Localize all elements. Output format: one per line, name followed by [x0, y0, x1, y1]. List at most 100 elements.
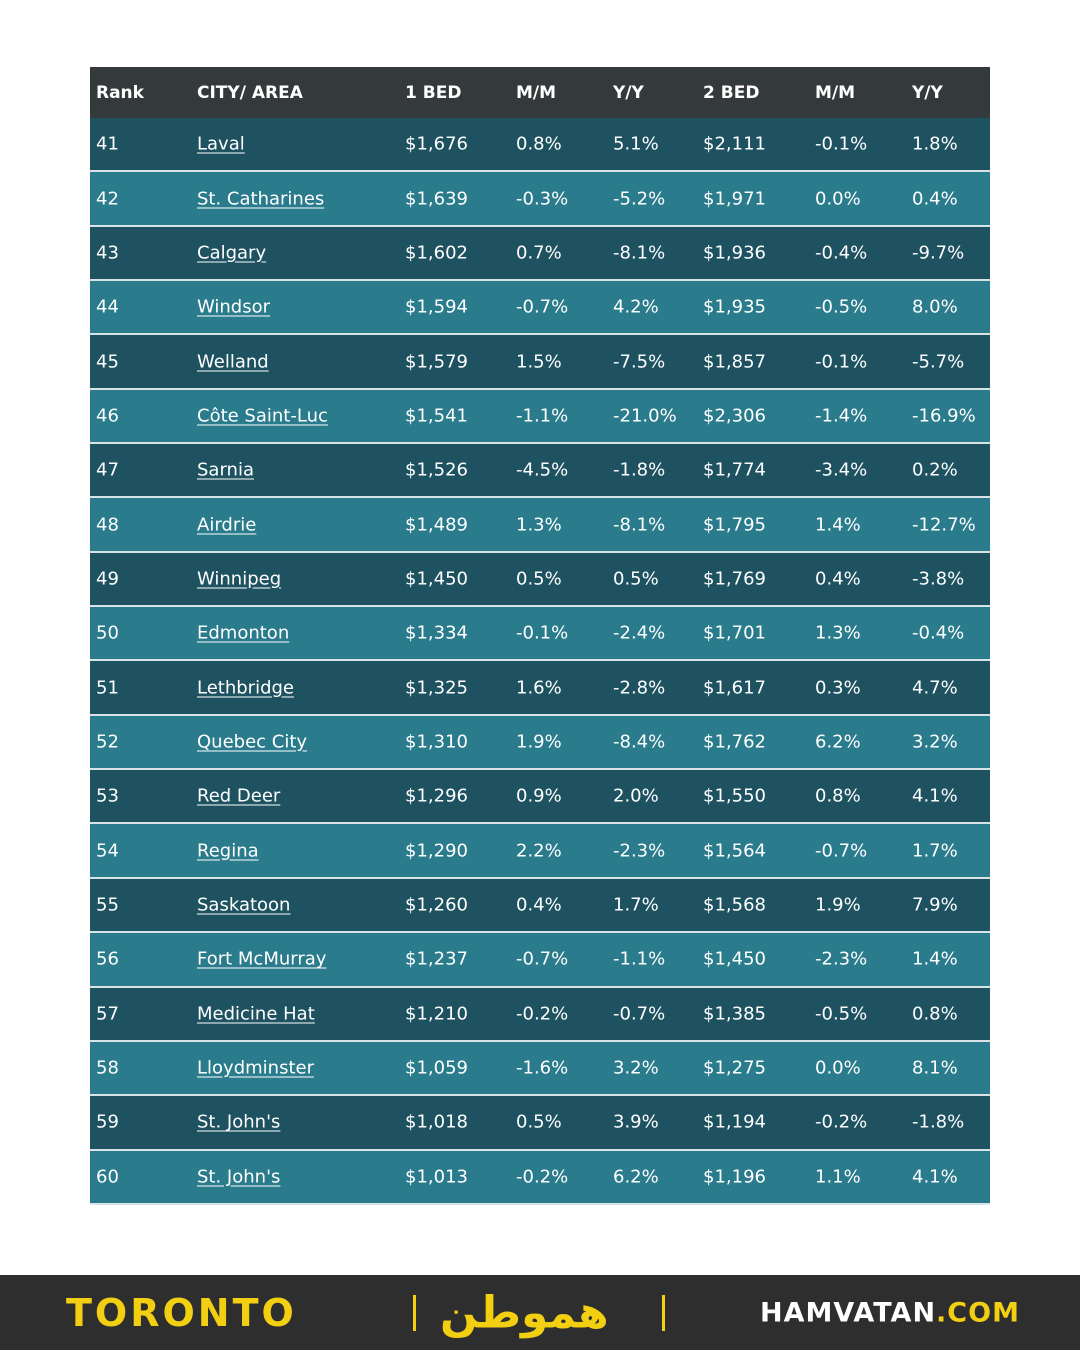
city-link[interactable]: Edmonton [197, 622, 290, 644]
city-link[interactable]: St. John's [197, 1166, 281, 1188]
city-link[interactable]: Fort McMurray [197, 948, 327, 970]
table-cell: 1.9% [815, 894, 861, 916]
table-cell: 3.2% [613, 1057, 659, 1079]
table-cell: -2.8% [613, 677, 666, 699]
table-row: 43 Calgary $1,602 0.7% -8.1% $1,936 -0.4% -9.7% [90, 226, 990, 282]
city-link[interactable]: Côte Saint-Luc [197, 405, 328, 427]
table-cell: 49 [96, 568, 119, 590]
city-link[interactable]: Red Deer [197, 785, 281, 807]
table-cell: -8.1% [613, 514, 666, 536]
table-cell: 0.8% [912, 1003, 958, 1025]
footer-city: TORONTO [66, 1290, 297, 1335]
table-cell: 1.1% [815, 1166, 861, 1188]
table-cell: -0.5% [815, 296, 868, 318]
table-cell: 4.2% [613, 296, 659, 318]
table-cell: $1,579 [405, 351, 468, 373]
table-cell: 1.4% [912, 948, 958, 970]
table-cell: 53 [96, 785, 119, 807]
table-row: 60 St. John's $1,013 -0.2% 6.2% $1,196 1.1% 4.1… [90, 1150, 990, 1205]
table-cell: $1,196 [703, 1166, 766, 1188]
footer-logo: هموطن [440, 1287, 609, 1338]
city-link[interactable]: Lethbridge [197, 677, 295, 699]
table-cell: 42 [96, 188, 119, 210]
table-cell: -3.4% [815, 459, 868, 481]
table-cell: 0.9% [516, 785, 562, 807]
table-cell: -0.2% [815, 1111, 868, 1133]
table-cell: 0.4% [516, 894, 562, 916]
site-name: HAMVATAN [760, 1297, 937, 1328]
city-link[interactable]: Lloydminster [197, 1057, 314, 1079]
column-header: 1 BED [405, 82, 462, 103]
city-link[interactable]: St. Catharines [197, 188, 325, 210]
table-cell: 56 [96, 948, 119, 970]
table-cell: $1,857 [703, 351, 766, 373]
table-cell: -2.3% [815, 948, 868, 970]
table-cell: -8.4% [613, 731, 666, 753]
table-cell: -0.3% [516, 188, 569, 210]
city-link[interactable]: Regina [197, 840, 259, 862]
city-link[interactable]: Calgary [197, 242, 267, 264]
separator [662, 1295, 665, 1331]
table-cell: 1.4% [815, 514, 861, 536]
table-cell: $1,594 [405, 296, 468, 318]
table-cell: 0.0% [815, 188, 861, 210]
rent-table: Rank CITY/ AREA 1 BED M/M Y/Y 2 BED M/M Y/Y 41 La… [90, 67, 990, 1205]
city-link[interactable]: Windsor [197, 296, 271, 318]
city-link[interactable]: St. John's [197, 1111, 281, 1133]
separator [413, 1295, 416, 1331]
table-cell: -5.2% [613, 188, 666, 210]
table-row: 54 Regina $1,290 2.2% -2.3% $1,564 -0.7% 1.7% [90, 824, 990, 879]
city-link[interactable]: Winnipeg [197, 568, 282, 590]
table-cell: $1,774 [703, 459, 766, 481]
table-cell: $1,290 [405, 840, 468, 862]
table-cell: $1,935 [703, 296, 766, 318]
table-cell: -1.4% [815, 405, 868, 427]
table-cell: 48 [96, 514, 119, 536]
table-cell: 3.2% [912, 731, 958, 753]
city-link[interactable]: Welland [197, 351, 269, 373]
table-row: 58 Lloydminster $1,059 -1.6% 3.2% $1,275 0.0% 8… [90, 1041, 990, 1097]
table-cell: 0.2% [912, 459, 958, 481]
table-cell: -1.6% [516, 1057, 569, 1079]
footer: TORONTO هموطن HAMVATAN.COM [0, 1275, 1080, 1350]
table-cell: -7.5% [613, 351, 666, 373]
table-cell: $1,550 [703, 785, 766, 807]
city-link[interactable]: Airdrie [197, 514, 257, 536]
column-header: Rank [96, 82, 144, 103]
table-cell: 0.3% [815, 677, 861, 699]
table-cell: $1,489 [405, 514, 468, 536]
table-cell: $1,617 [703, 677, 766, 699]
table-cell: 0.0% [815, 1057, 861, 1079]
table-cell: $1,676 [405, 133, 468, 155]
table-cell: $1,701 [703, 622, 766, 644]
table-cell: 59 [96, 1111, 119, 1133]
table-row: 56 Fort McMurray $1,237 -0.7% -1.1% $1,450 -2.… [90, 933, 990, 988]
column-header: M/M [516, 82, 557, 103]
city-link[interactable]: Saskatoon [197, 894, 291, 916]
table-cell: $1,296 [405, 785, 468, 807]
table-cell: $1,762 [703, 731, 766, 753]
city-link[interactable]: Sarnia [197, 459, 254, 481]
table-cell: $1,602 [405, 242, 468, 264]
table-cell: 0.4% [912, 188, 958, 210]
table-cell: 4.1% [912, 785, 958, 807]
table-cell: -0.7% [815, 840, 868, 862]
table-cell: -1.1% [613, 948, 666, 970]
table-cell: $1,334 [405, 622, 468, 644]
table-cell: $2,111 [703, 133, 766, 155]
table-cell: -0.1% [516, 622, 569, 644]
table-row: 46 Côte Saint-Luc $1,541 -1.1% -21.0% $2,306 -… [90, 389, 990, 445]
city-link[interactable]: Laval [197, 133, 245, 155]
table-cell: -2.3% [613, 840, 666, 862]
city-link[interactable]: Medicine Hat [197, 1003, 315, 1025]
column-header: Y/Y [613, 82, 644, 103]
column-header: Y/Y [912, 82, 943, 103]
table-cell: -0.7% [516, 296, 569, 318]
table-cell: -8.1% [613, 242, 666, 264]
table-cell: 0.5% [516, 568, 562, 590]
city-link[interactable]: Quebec City [197, 731, 308, 753]
table-cell: -0.1% [815, 351, 868, 373]
table-cell: 1.9% [516, 731, 562, 753]
table-row: 55 Saskatoon $1,260 0.4% 1.7% $1,568 1.9% 7.9% [90, 878, 990, 934]
table-cell: 8.0% [912, 296, 958, 318]
